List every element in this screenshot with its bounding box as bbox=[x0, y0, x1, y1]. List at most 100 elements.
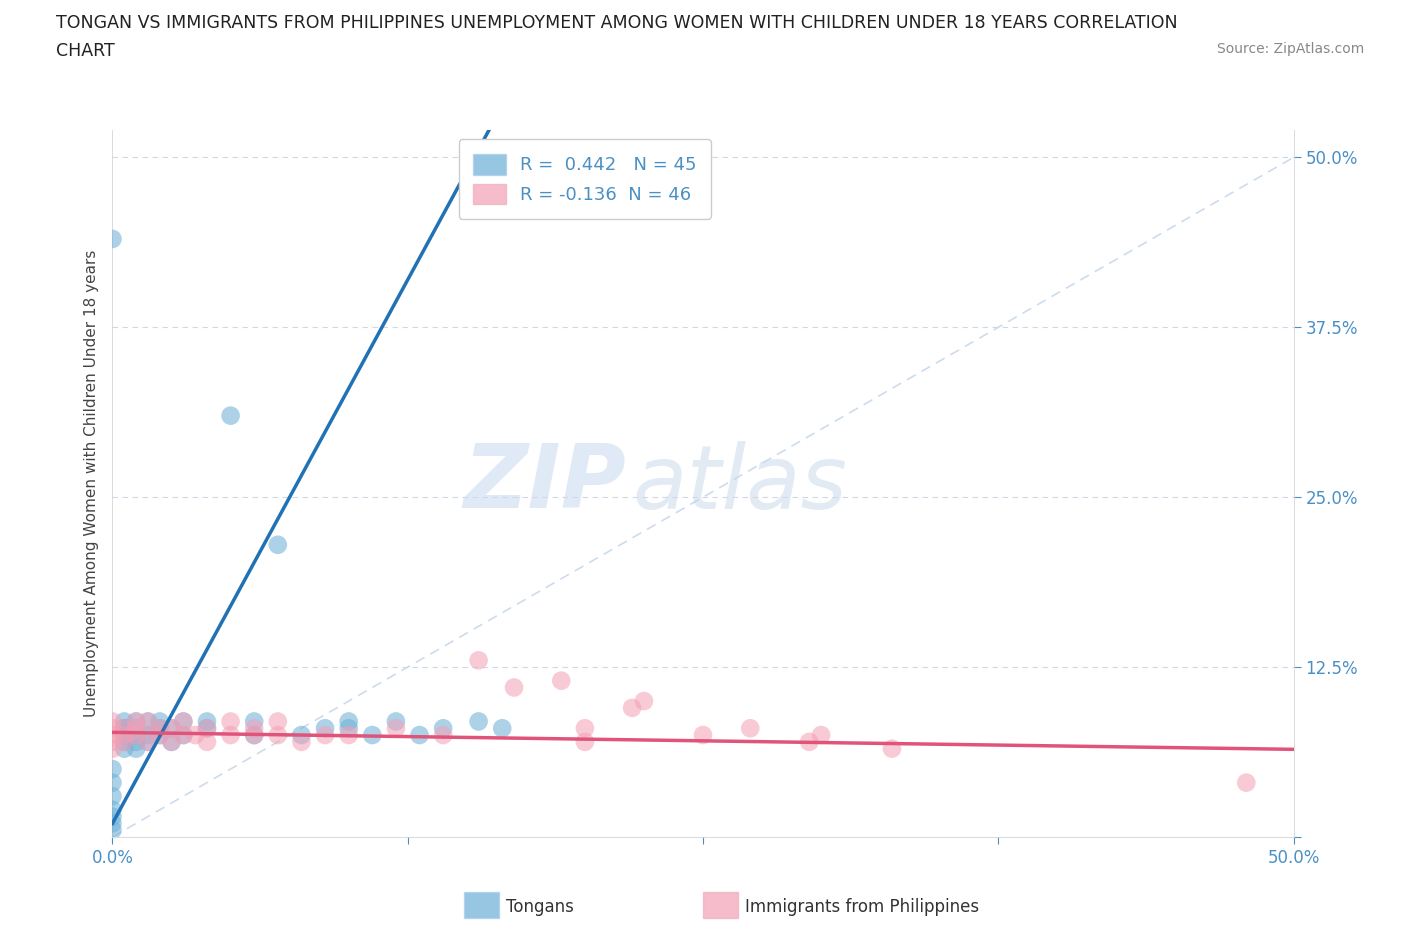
Legend: R =  0.442   N = 45, R = -0.136  N = 46: R = 0.442 N = 45, R = -0.136 N = 46 bbox=[458, 140, 711, 219]
Point bbox=[810, 727, 832, 742]
Point bbox=[101, 727, 124, 742]
Point bbox=[101, 789, 124, 804]
Point bbox=[112, 735, 135, 750]
Point bbox=[125, 714, 148, 729]
Point bbox=[125, 721, 148, 736]
Point bbox=[101, 816, 124, 830]
Point bbox=[243, 727, 266, 742]
Text: Tongans: Tongans bbox=[506, 897, 574, 916]
Point bbox=[125, 714, 148, 729]
Point bbox=[550, 673, 572, 688]
Point bbox=[101, 809, 124, 824]
Point bbox=[125, 735, 148, 750]
Text: ZIP: ZIP bbox=[464, 440, 626, 527]
Point bbox=[337, 714, 360, 729]
Point bbox=[172, 714, 194, 729]
Point bbox=[432, 727, 454, 742]
Point bbox=[160, 721, 183, 736]
Point bbox=[184, 727, 207, 742]
Point bbox=[172, 727, 194, 742]
Point bbox=[112, 727, 135, 742]
Point bbox=[692, 727, 714, 742]
Point bbox=[385, 721, 408, 736]
Point bbox=[243, 727, 266, 742]
Point bbox=[290, 727, 312, 742]
Point bbox=[267, 727, 290, 742]
Point bbox=[149, 727, 172, 742]
Point bbox=[125, 727, 148, 742]
Point bbox=[633, 694, 655, 709]
Point bbox=[149, 714, 172, 729]
Point bbox=[136, 714, 159, 729]
Point bbox=[740, 721, 762, 736]
Point bbox=[125, 727, 148, 742]
Point bbox=[101, 803, 124, 817]
Point bbox=[195, 721, 218, 736]
Point bbox=[112, 721, 135, 736]
Point bbox=[267, 538, 290, 552]
Point bbox=[160, 735, 183, 750]
Point bbox=[125, 721, 148, 736]
Text: CHART: CHART bbox=[56, 42, 115, 60]
Point bbox=[799, 735, 821, 750]
Point bbox=[172, 714, 194, 729]
Point bbox=[467, 714, 489, 729]
Text: atlas: atlas bbox=[633, 441, 846, 526]
Point bbox=[574, 735, 596, 750]
Point bbox=[361, 727, 384, 742]
Point bbox=[136, 714, 159, 729]
Point bbox=[267, 714, 290, 729]
Point bbox=[136, 727, 159, 742]
Point bbox=[160, 721, 183, 736]
Point bbox=[136, 735, 159, 750]
Point bbox=[112, 714, 135, 729]
Point bbox=[136, 735, 159, 750]
Point bbox=[243, 714, 266, 729]
Text: Immigrants from Philippines: Immigrants from Philippines bbox=[745, 897, 980, 916]
Point bbox=[172, 727, 194, 742]
Point bbox=[314, 727, 336, 742]
Point bbox=[408, 727, 430, 742]
Point bbox=[149, 721, 172, 736]
Point bbox=[243, 721, 266, 736]
Point bbox=[1234, 776, 1257, 790]
Point bbox=[149, 721, 172, 736]
Y-axis label: Unemployment Among Women with Children Under 18 years: Unemployment Among Women with Children U… bbox=[83, 250, 98, 717]
Point bbox=[112, 727, 135, 742]
Point bbox=[195, 714, 218, 729]
Point bbox=[101, 762, 124, 777]
Point bbox=[101, 735, 124, 750]
Point bbox=[621, 700, 644, 715]
Point bbox=[101, 741, 124, 756]
Point bbox=[101, 823, 124, 838]
Point bbox=[101, 721, 124, 736]
Point bbox=[219, 727, 242, 742]
Point bbox=[337, 721, 360, 736]
Point bbox=[149, 727, 172, 742]
Point bbox=[125, 741, 148, 756]
Point bbox=[491, 721, 513, 736]
Point bbox=[337, 727, 360, 742]
Point bbox=[880, 741, 903, 756]
Text: TONGAN VS IMMIGRANTS FROM PHILIPPINES UNEMPLOYMENT AMONG WOMEN WITH CHILDREN UND: TONGAN VS IMMIGRANTS FROM PHILIPPINES UN… bbox=[56, 14, 1178, 32]
Point bbox=[112, 741, 135, 756]
Point bbox=[574, 721, 596, 736]
Point bbox=[101, 776, 124, 790]
Point bbox=[112, 721, 135, 736]
Point bbox=[314, 721, 336, 736]
Point bbox=[385, 714, 408, 729]
Point bbox=[290, 735, 312, 750]
Point bbox=[101, 232, 124, 246]
Point bbox=[160, 735, 183, 750]
Point bbox=[112, 721, 135, 736]
Text: Source: ZipAtlas.com: Source: ZipAtlas.com bbox=[1216, 42, 1364, 56]
Point bbox=[195, 721, 218, 736]
Point bbox=[112, 735, 135, 750]
Point bbox=[101, 714, 124, 729]
Point bbox=[503, 680, 526, 695]
Point bbox=[219, 408, 242, 423]
Point bbox=[195, 735, 218, 750]
Point bbox=[467, 653, 489, 668]
Point bbox=[112, 727, 135, 742]
Point bbox=[219, 714, 242, 729]
